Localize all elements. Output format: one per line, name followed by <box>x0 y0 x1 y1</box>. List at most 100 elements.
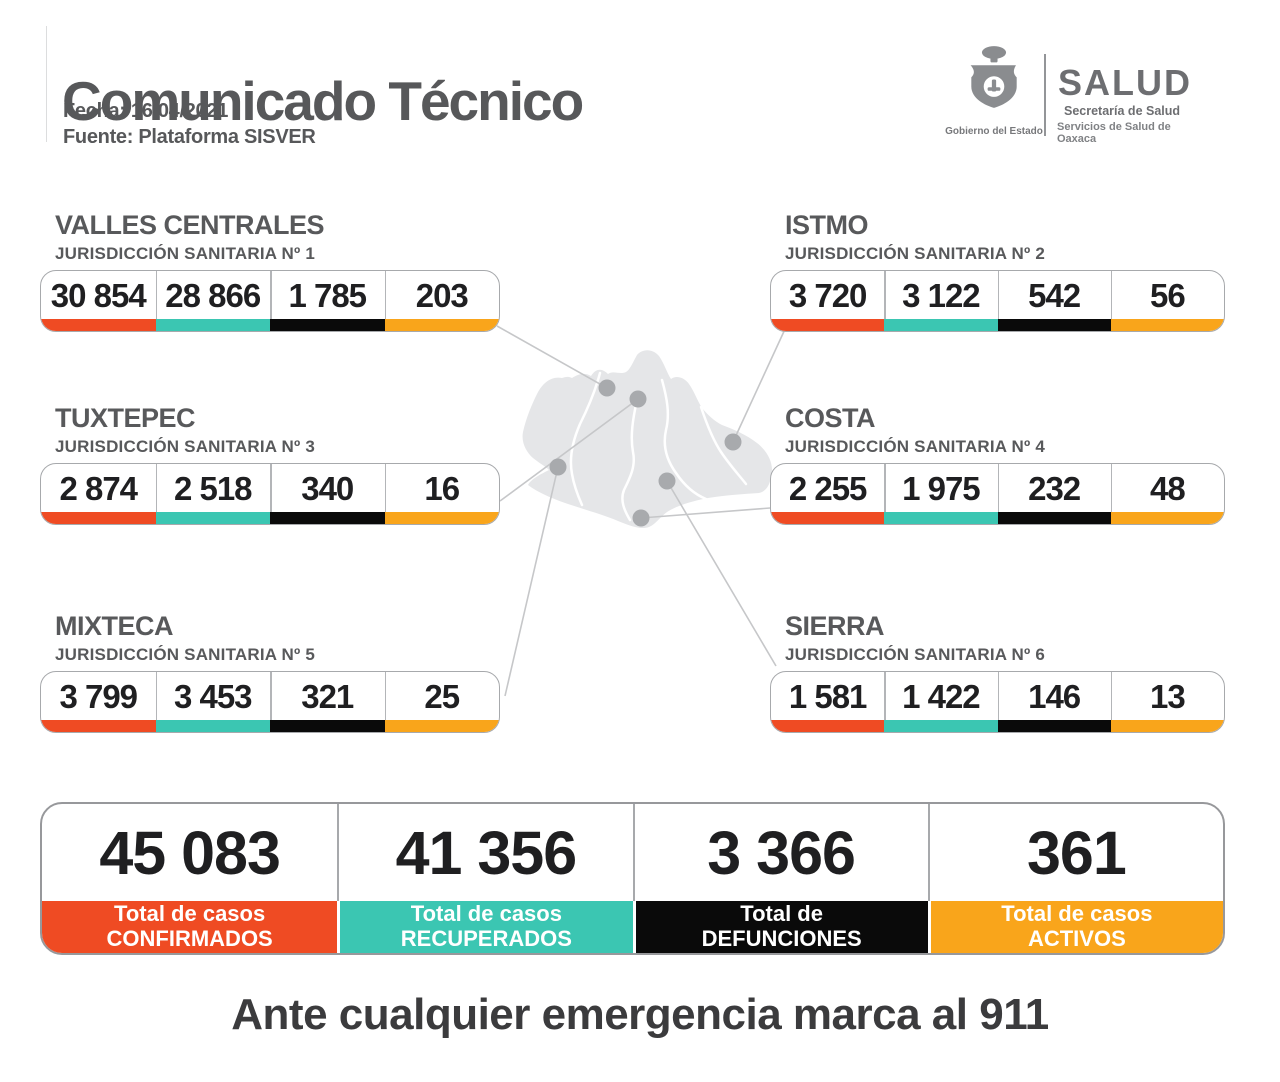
deaths-bar <box>270 720 385 732</box>
active-value: 13 <box>1150 678 1186 715</box>
confirmed-value: 30 854 <box>50 277 147 314</box>
region-name: SIERRA <box>785 611 885 641</box>
region-name: ISTMO <box>785 210 869 240</box>
confirmed-value: 1 581 <box>788 678 868 715</box>
region-stats-card: 2 874 2 518 340 16 <box>40 463 500 525</box>
dot-costa <box>632 509 650 527</box>
active-cell: 56 <box>1110 271 1224 331</box>
cell-divider <box>270 464 272 512</box>
deaths-bar <box>270 319 385 331</box>
recovered-bar <box>884 720 998 732</box>
government-label: Gobierno del Estado <box>945 126 1043 137</box>
cell-divider <box>1110 464 1113 512</box>
deaths-value: 542 <box>1028 277 1081 314</box>
recovered-value: 28 866 <box>165 277 261 314</box>
region-block-sierra: SIERRA JURISDICCIÓN SANITARIA Nº 6 1 581… <box>770 613 1225 733</box>
deaths-value: 146 <box>1028 678 1081 715</box>
label-line2: ACTIVOS <box>1027 926 1126 951</box>
region-block-istmo: ISTMO JURISDICCIÓN SANITARIA Nº 2 3 720 … <box>770 212 1225 332</box>
recovered-cell: 1 422 <box>884 672 998 732</box>
cell-divider <box>155 672 157 720</box>
recovered-cell: 1 975 <box>884 464 998 524</box>
active-cell: 13 <box>1110 672 1224 732</box>
recovered-cell: 3 122 <box>884 271 998 331</box>
region-jurisdiction: JURISDICCIÓN SANITARIA Nº 5 <box>55 645 316 664</box>
region-jurisdiction: JURISDICCIÓN SANITARIA Nº 3 <box>55 437 316 456</box>
label-line2: CONFIRMADOS <box>106 926 273 951</box>
active-bar <box>384 512 499 524</box>
region-jurisdiction: JURISDICCIÓN SANITARIA Nº 4 <box>785 437 1046 456</box>
deaths-value: 1 785 <box>288 277 367 314</box>
connector-mixteca <box>504 466 559 697</box>
cell-divider <box>884 464 886 512</box>
region-stats-card: 3 799 3 453 321 25 <box>40 671 500 733</box>
confirmed-bar <box>771 319 885 331</box>
active-cell: 203 <box>384 271 499 331</box>
cell-divider <box>155 271 157 319</box>
recovered-value: 3 122 <box>902 277 981 314</box>
recovered-cell: 2 518 <box>155 464 270 524</box>
region-name: VALLES CENTRALES <box>55 210 325 240</box>
jurisdiction-dots <box>549 379 742 527</box>
total-active-value: 361 <box>927 804 1223 901</box>
region-stats-card: 1 581 1 422 146 13 <box>770 671 1225 733</box>
salud-wordmark: SALUD <box>1058 62 1192 103</box>
confirmed-bar <box>771 720 885 732</box>
total-deaths-value: 3 366 <box>632 804 928 901</box>
region-stats-card: 3 720 3 122 542 56 <box>770 270 1225 332</box>
cell-divider <box>997 672 999 720</box>
region-stats-card: 2 255 1 975 232 48 <box>770 463 1225 525</box>
dot-tuxtepec <box>629 390 647 408</box>
active-value: 203 <box>415 277 469 314</box>
cell-divider <box>155 464 157 512</box>
left-hairline <box>46 26 47 142</box>
cell-divider <box>270 672 272 720</box>
region-jurisdiction: JURISDICCIÓN SANITARIA Nº 2 <box>785 244 1046 263</box>
cell-divider <box>270 271 272 319</box>
recovered-bar <box>884 512 998 524</box>
dot-mixteca <box>549 458 567 476</box>
confirmed-value: 3 720 <box>788 277 868 314</box>
active-value: 56 <box>1150 277 1186 314</box>
label-line1: Total de casos <box>410 901 562 927</box>
confirmed-bar <box>41 319 156 331</box>
recovered-cell: 28 866 <box>155 271 270 331</box>
logo-divider <box>1044 54 1046 136</box>
total-deaths-cell: 3 366 Total de DEFUNCIONES <box>632 804 928 953</box>
region-block-mixteca: MIXTECA JURISDICCIÓN SANITARIA Nº 5 3 79… <box>40 613 500 733</box>
total-confirmed-cell: 45 083 Total de casos CONFIRMADOS <box>42 804 338 953</box>
active-bar <box>1110 319 1224 331</box>
confirmed-value: 2 874 <box>59 470 138 507</box>
active-cell: 25 <box>384 672 499 732</box>
cell-divider <box>384 271 386 319</box>
deaths-bar <box>997 720 1111 732</box>
recovered-bar <box>155 512 270 524</box>
total-active-cell: 361 Total de casos ACTIVOS <box>927 804 1223 953</box>
dot-valles-centrales <box>598 379 616 397</box>
total-confirmed-value: 45 083 <box>99 818 281 887</box>
recovered-cell: 3 453 <box>155 672 270 732</box>
cell-divider <box>1110 672 1113 720</box>
cell-divider <box>384 672 386 720</box>
deaths-cell: 146 <box>997 672 1111 732</box>
label-line1: Total de casos <box>114 901 266 927</box>
deaths-cell: 232 <box>997 464 1111 524</box>
jurisdiction-borders <box>569 371 748 522</box>
active-value: 48 <box>1150 470 1186 507</box>
label-line1: Total de <box>740 901 823 927</box>
confirmed-cell: 30 854 <box>41 271 156 331</box>
region-block-costa: COSTA JURISDICCIÓN SANITARIA Nº 4 2 255 … <box>770 405 1225 525</box>
recovered-value: 1 975 <box>902 470 981 507</box>
page-title: Comunicado Técnico <box>62 69 584 132</box>
deaths-bar <box>270 512 385 524</box>
recovered-bar <box>155 720 270 732</box>
region-block-valles-centrales: VALLES CENTRALES JURISDICCIÓN SANITARIA … <box>40 212 500 332</box>
deaths-value: 321 <box>301 678 354 715</box>
region-block-tuxtepec: TUXTEPEC JURISDICCIÓN SANITARIA Nº 3 2 8… <box>40 405 500 525</box>
recovered-bar <box>884 319 998 331</box>
dot-istmo <box>724 433 742 451</box>
connector-lines <box>496 325 787 697</box>
services-label: Servicios de Salud de Oaxaca <box>1057 121 1171 145</box>
connector-valles-centrales <box>496 325 608 389</box>
